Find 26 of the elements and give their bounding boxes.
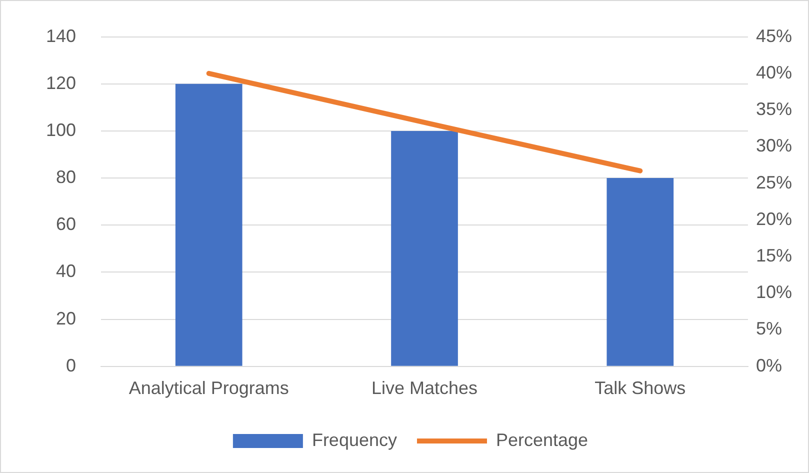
bar — [606, 178, 674, 366]
y-tick-label: 100 — [46, 120, 76, 140]
bar — [175, 84, 242, 366]
y2-tick-label: 40% — [756, 62, 792, 82]
y2-tick-label: 10% — [756, 282, 792, 302]
y2-tick-label: 25% — [756, 172, 792, 192]
legend-label: Percentage — [496, 430, 588, 450]
y2-tick-label: 30% — [756, 136, 792, 156]
y2-tick-label: 15% — [756, 246, 792, 266]
y-tick-label: 120 — [46, 72, 76, 93]
y-tick-label: 140 — [46, 26, 76, 46]
legend-label: Frequency — [312, 430, 397, 450]
y-tick-label: 20 — [56, 308, 76, 328]
y2-tick-label: 0% — [756, 355, 782, 376]
y-tick-label: 60 — [56, 214, 76, 234]
y-tick-label: 80 — [56, 167, 76, 188]
x-tick-label: Live Matches — [371, 378, 478, 398]
bar — [391, 130, 458, 366]
y2-tick-label: 35% — [756, 99, 792, 120]
x-tick-label: Talk Shows — [594, 378, 686, 398]
y2-tick-label: 45% — [756, 26, 792, 46]
y2-tick-label: 20% — [756, 208, 792, 229]
y-tick-label: 40 — [56, 261, 76, 282]
y2-tick-label: 5% — [756, 318, 782, 339]
y-tick-label: 0 — [66, 355, 76, 376]
x-tick-label: Analytical Programs — [128, 378, 289, 398]
